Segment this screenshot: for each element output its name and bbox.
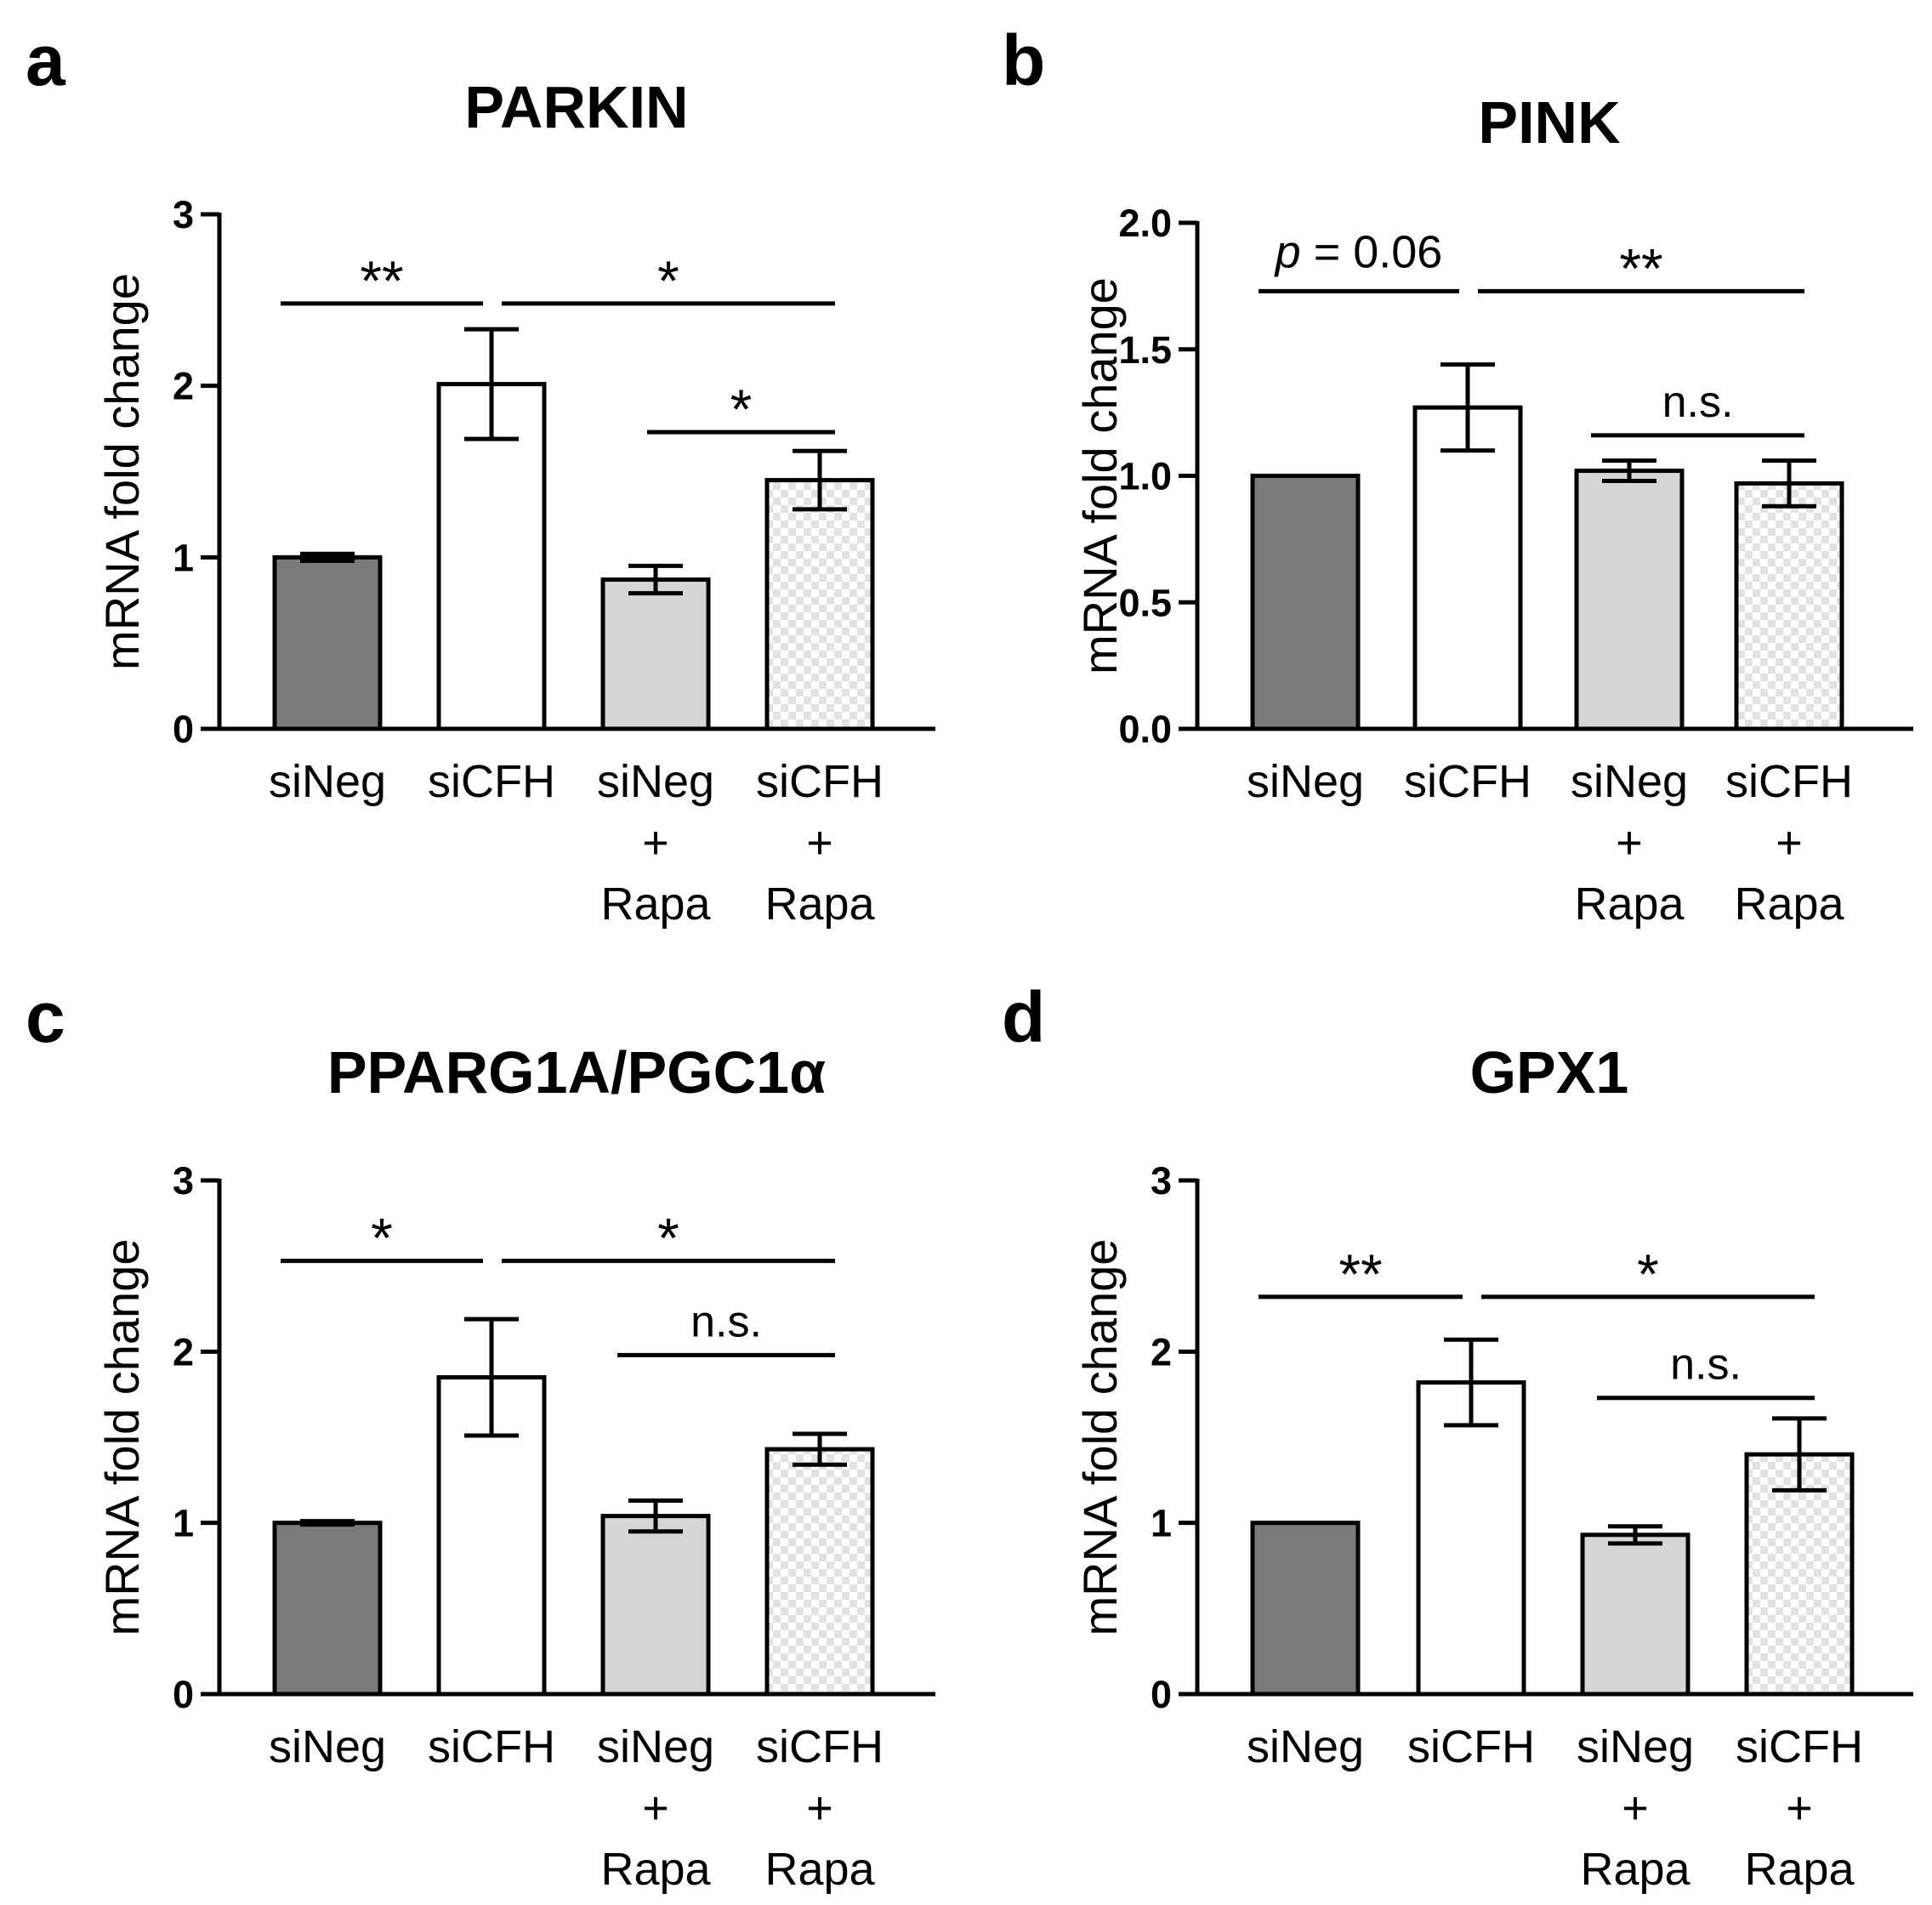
bar	[272, 1521, 383, 1697]
y-tick-label: 2	[173, 365, 194, 408]
significance-label: *	[1637, 1243, 1659, 1305]
y-tick-label: 1.0	[1118, 455, 1172, 498]
bar	[1574, 469, 1685, 731]
bar	[1250, 1521, 1361, 1697]
significance-label: *	[371, 1207, 393, 1270]
bar	[1744, 1452, 1855, 1697]
panel-letter: a	[26, 20, 66, 100]
x-tick-label: +	[1776, 817, 1803, 868]
bar	[600, 577, 711, 731]
bar	[272, 554, 383, 731]
y-tick-label: 1	[173, 536, 194, 579]
x-tick-label: +	[806, 817, 833, 868]
significance-label: *	[730, 378, 753, 441]
chart-title: PPARG1A/PGC1α	[327, 1039, 826, 1106]
bar	[1416, 1380, 1526, 1697]
x-tick-label: siCFH	[756, 1721, 884, 1772]
x-tick-label: siNeg	[269, 756, 386, 807]
panel-letter: b	[1002, 20, 1045, 100]
chart-title: PARKIN	[464, 74, 688, 140]
y-axis-title: mRNA fold change	[1073, 1239, 1127, 1636]
y-tick-label: 3	[173, 1159, 194, 1203]
significance-label: **	[1619, 236, 1662, 299]
y-tick-label: 2	[173, 1330, 194, 1373]
y-tick-label: 0.0	[1118, 708, 1172, 751]
bar	[764, 1447, 875, 1697]
x-tick-label: siCFH	[428, 756, 555, 807]
x-tick-label: siNeg	[597, 1721, 714, 1772]
significance-label: n.s.	[1662, 378, 1734, 427]
panel-letter: c	[26, 977, 65, 1057]
chart-title: PINK	[1478, 89, 1620, 156]
x-tick-label: +	[1616, 817, 1643, 868]
x-tick-label: Rapa	[1734, 879, 1844, 930]
x-tick-label: siCFH	[1407, 1721, 1535, 1772]
bar	[1734, 481, 1844, 731]
x-tick-label: siNeg	[1247, 756, 1364, 807]
significance-label: *	[657, 249, 679, 312]
x-tick-label: siNeg	[1577, 1721, 1694, 1772]
x-tick-label: +	[642, 817, 669, 868]
x-tick-label: Rapa	[1580, 1844, 1690, 1895]
x-tick-label: +	[642, 1783, 669, 1834]
x-tick-label: siNeg	[597, 756, 714, 807]
x-tick-label: +	[1622, 1783, 1649, 1834]
y-tick-label: 0	[1151, 1673, 1172, 1716]
bar	[600, 1514, 711, 1697]
x-tick-label: siCFH	[1736, 1721, 1863, 1772]
x-tick-label: siNeg	[1247, 1721, 1364, 1772]
y-tick-label: 3	[1151, 1159, 1172, 1203]
y-axis-title: mRNA fold change	[95, 273, 149, 670]
panel-letter: d	[1002, 977, 1045, 1057]
significance-label: **	[360, 249, 403, 312]
bar	[1250, 474, 1361, 731]
x-tick-label: siCFH	[1404, 756, 1531, 807]
y-tick-label: 1	[173, 1502, 194, 1545]
bar	[1580, 1533, 1690, 1697]
x-tick-label: siNeg	[1571, 756, 1688, 807]
y-tick-label: 2	[1151, 1330, 1172, 1373]
bar	[1412, 405, 1523, 731]
x-tick-label: Rapa	[1744, 1844, 1855, 1895]
x-tick-label: Rapa	[764, 1844, 875, 1895]
x-tick-label: siCFH	[428, 1721, 555, 1772]
y-tick-label: 0.5	[1118, 581, 1172, 624]
significance-label: n.s.	[690, 1297, 762, 1346]
bar	[764, 478, 875, 731]
chart-title: GPX1	[1470, 1039, 1629, 1106]
y-tick-label: 3	[173, 193, 194, 236]
significance-label: n.s.	[1670, 1340, 1742, 1390]
y-tick-label: 0	[173, 708, 194, 751]
y-tick-label: 2.0	[1118, 202, 1172, 245]
y-tick-label: 1	[1151, 1502, 1172, 1545]
significance-label: p = 0.06	[1274, 226, 1443, 277]
x-tick-label: +	[806, 1783, 833, 1834]
x-tick-label: siNeg	[269, 1721, 386, 1772]
x-tick-label: Rapa	[764, 879, 875, 930]
y-tick-label: 1.5	[1118, 328, 1172, 372]
x-tick-label: Rapa	[1574, 879, 1685, 930]
x-tick-label: Rapa	[600, 1844, 711, 1895]
x-tick-label: Rapa	[600, 879, 711, 930]
y-axis-title: mRNA fold change	[95, 1239, 149, 1636]
significance-label: *	[657, 1207, 679, 1270]
chart-panel-d: d GPX1 mRNA fold change 0 1 2 3 siNeg siCFH siNeg…	[1002, 977, 1913, 1895]
x-tick-label: siCFH	[756, 756, 884, 807]
chart-panel-b: b PINK mRNA fold change 0.0 0.5 1.0 1.5 2.0 siNe…	[1002, 20, 1913, 930]
x-tick-label: +	[1786, 1783, 1813, 1834]
y-tick-label: 0	[173, 1673, 194, 1716]
chart-panel-a: a PARKIN mRNA fold change 0 1 2 3 siNeg siCFH siN…	[26, 20, 935, 930]
x-tick-label: siCFH	[1725, 756, 1853, 807]
y-axis-title: mRNA fold change	[1073, 277, 1127, 674]
significance-label: **	[1338, 1243, 1382, 1305]
